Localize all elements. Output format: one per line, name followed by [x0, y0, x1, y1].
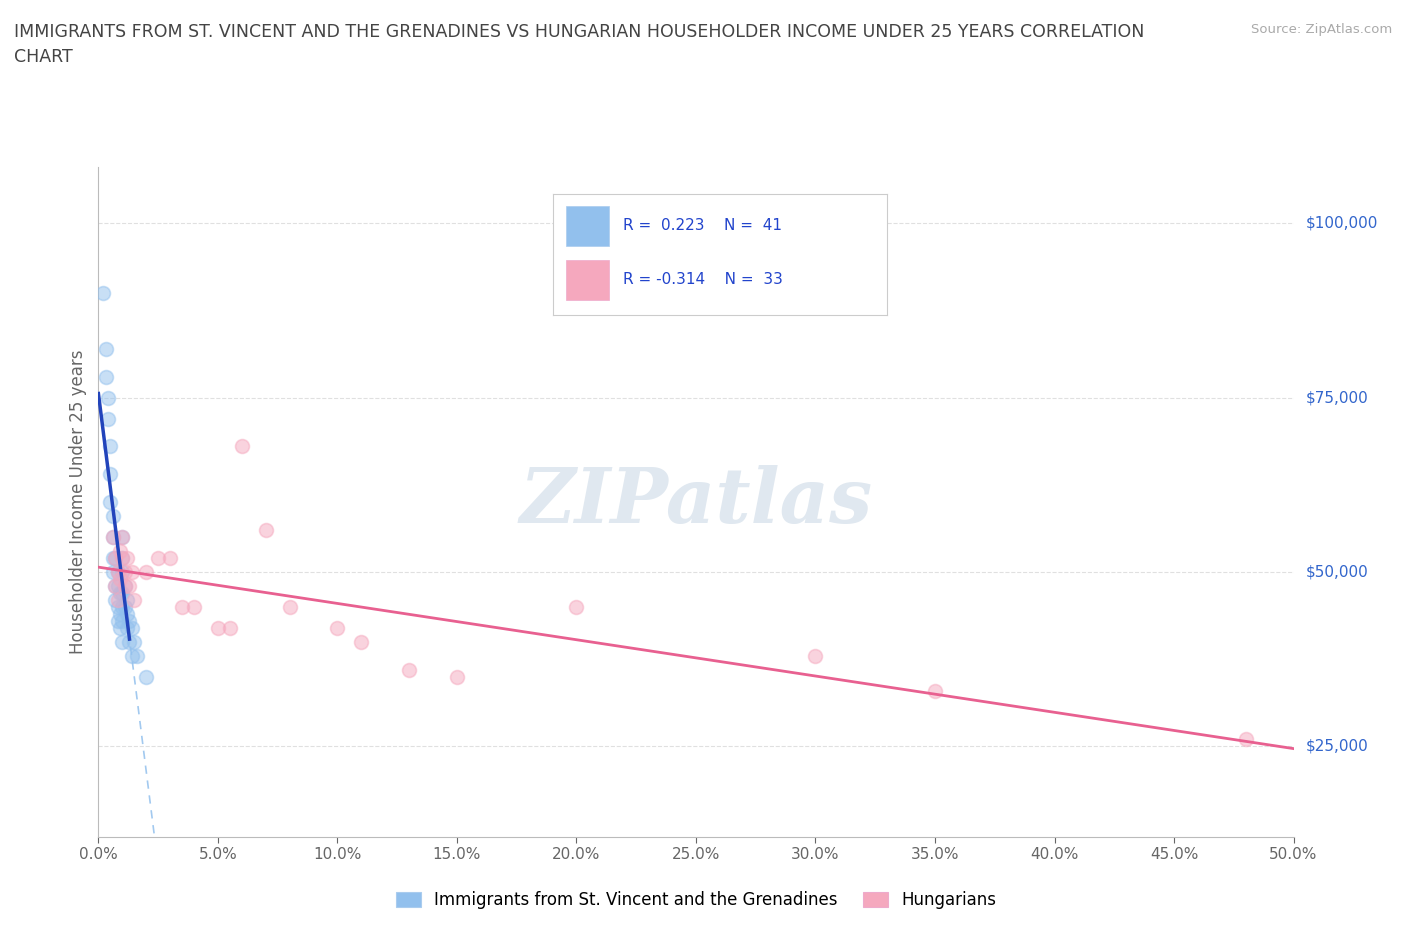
Point	[104, 578, 127, 593]
Point	[115, 592, 138, 607]
Point	[135, 670, 157, 684]
Text: ZIPatlas: ZIPatlas	[519, 465, 873, 539]
Text: $75,000: $75,000	[1305, 390, 1368, 405]
Point	[108, 606, 131, 621]
Point	[108, 620, 131, 635]
Text: CHART: CHART	[14, 48, 73, 66]
Point	[350, 634, 373, 649]
Point	[98, 439, 122, 454]
Text: $25,000: $25,000	[1305, 738, 1368, 754]
Point	[107, 600, 129, 615]
Text: IMMIGRANTS FROM ST. VINCENT AND THE GRENADINES VS HUNGARIAN HOUSEHOLDER INCOME U: IMMIGRANTS FROM ST. VINCENT AND THE GREN…	[14, 23, 1144, 41]
Point	[111, 600, 134, 615]
Point	[124, 592, 146, 607]
Point	[104, 592, 127, 607]
Point	[135, 565, 157, 579]
Point	[1234, 732, 1257, 747]
Point	[108, 543, 131, 558]
Y-axis label: Householder Income Under 25 years: Householder Income Under 25 years	[69, 350, 87, 655]
Point	[231, 439, 253, 454]
Point	[101, 530, 124, 545]
Point	[101, 509, 124, 524]
Point	[107, 565, 129, 579]
Point	[97, 391, 120, 405]
Text: $100,000: $100,000	[1305, 216, 1378, 231]
Point	[804, 648, 827, 663]
Point	[97, 411, 120, 426]
Point	[94, 369, 117, 384]
Point	[121, 565, 143, 579]
Point	[183, 600, 205, 615]
Point	[172, 600, 194, 615]
Point	[111, 634, 134, 649]
Point	[148, 551, 170, 565]
Point	[94, 341, 117, 356]
Text: $50,000: $50,000	[1305, 565, 1368, 579]
Point	[118, 614, 141, 629]
Point	[326, 620, 349, 635]
Point	[101, 530, 124, 545]
Point	[924, 683, 946, 698]
Point	[111, 530, 134, 545]
Point	[124, 634, 146, 649]
Point	[107, 592, 129, 607]
Point	[91, 286, 114, 300]
Point	[254, 523, 277, 538]
Point	[98, 467, 122, 482]
Point	[108, 586, 131, 601]
Bar	[567, 206, 609, 246]
Point	[107, 614, 129, 629]
Point	[104, 578, 127, 593]
Point	[108, 571, 131, 587]
Point	[111, 551, 134, 565]
Point	[114, 565, 136, 579]
Point	[121, 648, 143, 663]
Legend: Immigrants from St. Vincent and the Grenadines, Hungarians: Immigrants from St. Vincent and the Gren…	[389, 884, 1002, 916]
Point	[118, 634, 141, 649]
Point	[118, 578, 141, 593]
Point	[115, 551, 138, 565]
Point	[98, 495, 122, 510]
Point	[111, 586, 134, 601]
Point	[207, 620, 229, 635]
Point	[125, 648, 148, 663]
Point	[115, 620, 138, 635]
Bar	[567, 260, 609, 300]
Point	[111, 551, 134, 565]
Point	[111, 614, 134, 629]
Point	[278, 600, 301, 615]
Point	[219, 620, 242, 635]
Point	[115, 606, 138, 621]
Text: R =  0.223    N =  41: R = 0.223 N = 41	[623, 218, 782, 233]
Point	[398, 662, 420, 677]
Point	[101, 551, 124, 565]
Point	[114, 578, 136, 593]
Point	[565, 600, 588, 615]
Point	[107, 578, 129, 593]
Point	[104, 551, 127, 565]
Point	[446, 670, 468, 684]
Point	[104, 551, 127, 565]
Text: R = -0.314    N =  33: R = -0.314 N = 33	[623, 272, 783, 287]
Point	[107, 565, 129, 579]
Point	[159, 551, 181, 565]
Point	[114, 600, 136, 615]
Text: Source: ZipAtlas.com: Source: ZipAtlas.com	[1251, 23, 1392, 36]
Point	[121, 620, 143, 635]
Point	[111, 530, 134, 545]
Point	[111, 565, 134, 579]
Point	[114, 578, 136, 593]
Point	[101, 565, 124, 579]
